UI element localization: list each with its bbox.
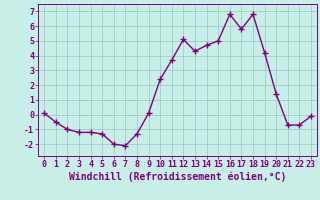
- X-axis label: Windchill (Refroidissement éolien,°C): Windchill (Refroidissement éolien,°C): [69, 172, 286, 182]
